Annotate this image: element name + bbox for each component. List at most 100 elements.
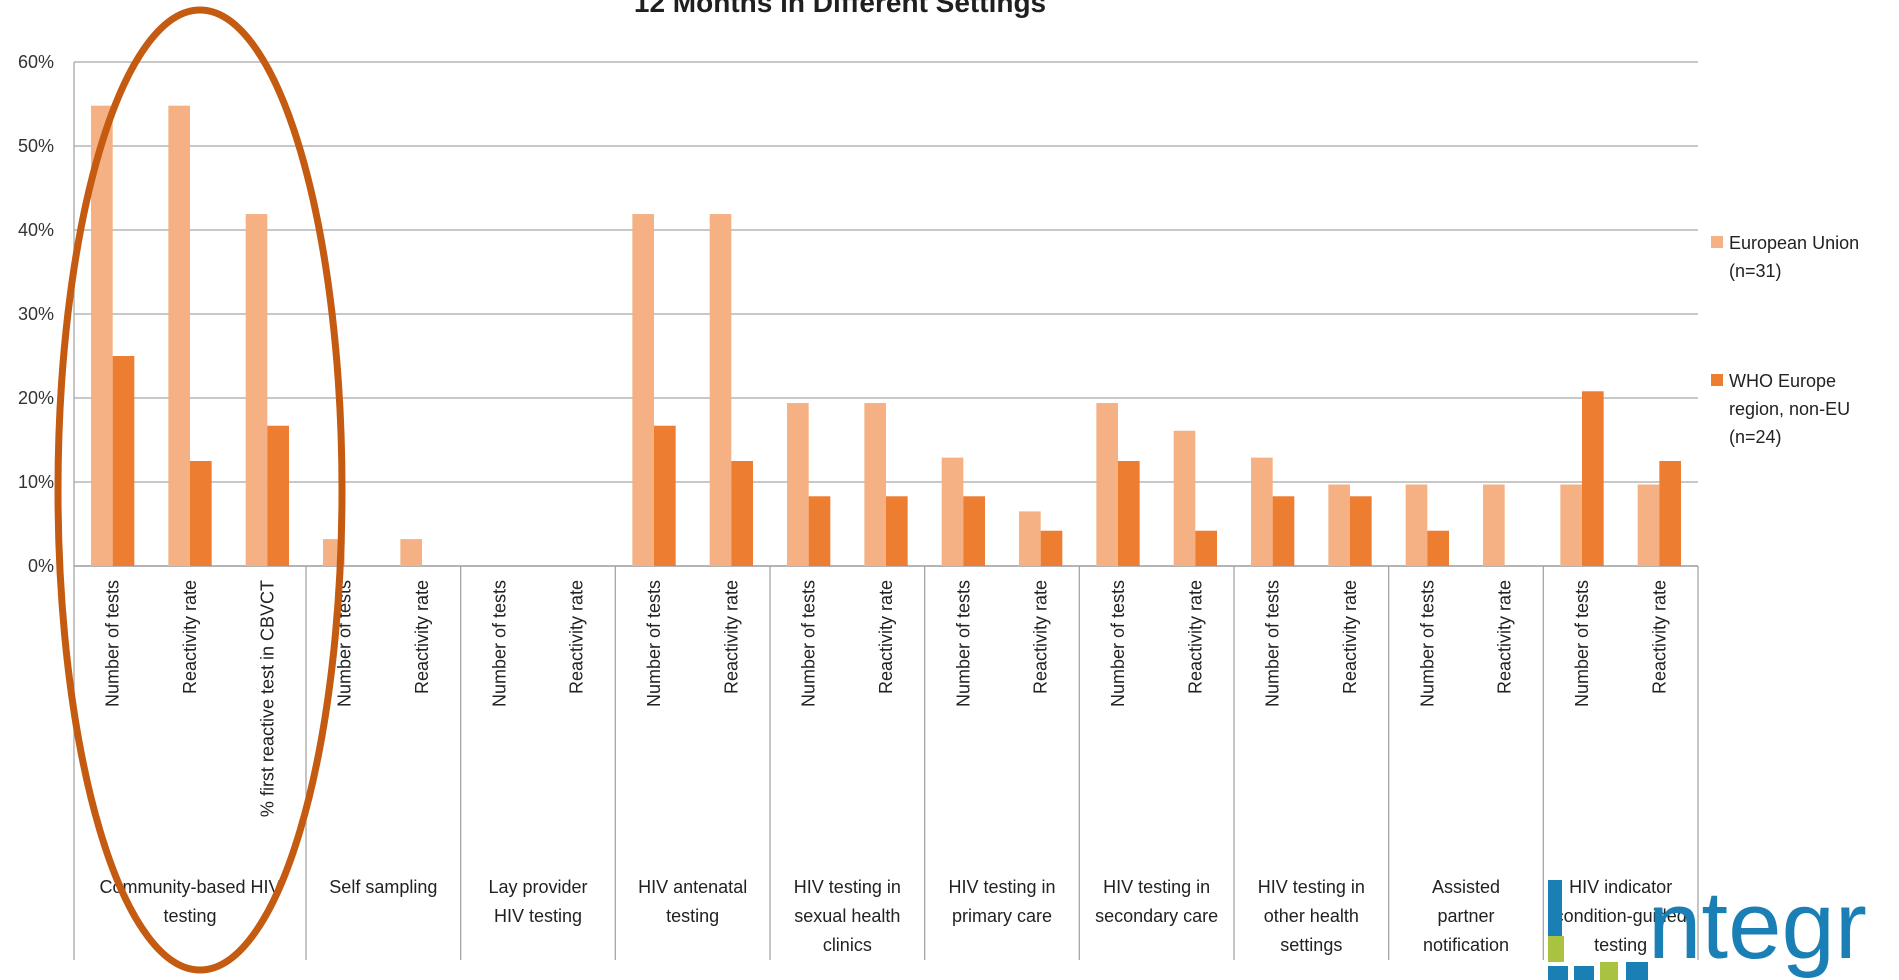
group-label-line: notification [1423,935,1509,955]
chart-title: 12 Months in Different Settings [634,0,1046,18]
category-label: Reactivity rate [1340,580,1360,694]
logo-text: ntegr [1648,872,1867,979]
bar [190,461,212,566]
group-label-line: Self sampling [329,877,437,897]
group-label-line: HIV testing [494,906,582,926]
bar [1582,391,1604,566]
group-label: Assisted partner notification [1423,877,1509,955]
category-label: Reactivity rate [1649,580,1669,694]
bar [1427,530,1449,566]
bar [1637,484,1660,566]
axis-lines [73,62,1699,960]
group-label-line: clinics [823,935,872,955]
logo-block [1600,962,1618,980]
bar [1350,496,1372,566]
group-label-line: HIV testing in [948,877,1055,897]
bar [787,403,809,566]
bar [1659,461,1681,566]
group-label: HIV testing in sexual health clinics [794,877,901,955]
group-label-line: testing [1594,935,1647,955]
group-label: HIV antenatal testing [638,877,747,926]
bar [808,496,831,566]
category-label: Reactivity rate [1185,580,1205,694]
category-label: Reactivity rate [1031,580,1051,694]
bar [245,214,268,567]
legend-label: European Union (n=31) [1729,233,1859,281]
group-label-line: testing [163,906,216,926]
y-tick-label: 60% [18,52,54,72]
bar [1560,484,1582,566]
bar [1096,403,1118,566]
category-label: Number of tests [1108,580,1128,707]
group-label-line: Assisted [1432,877,1500,897]
bar [91,105,113,567]
bar [1173,430,1196,566]
bar [1328,484,1350,566]
bar [1195,530,1217,566]
category-label: Number of tests [489,580,509,707]
bar [864,403,886,566]
group-label-line: settings [1280,935,1342,955]
group-label-line: partner [1437,906,1494,926]
category-label: Number of tests [953,580,973,707]
bar [1405,484,1428,566]
group-label-line: HIV testing in [1103,877,1210,897]
logo-block [1548,966,1568,980]
group-label-line: Lay provider [488,877,587,897]
legend-swatch [1711,236,1723,248]
group-label: Lay provider HIV testing [488,877,587,926]
bar [267,425,289,566]
category-label: Number of tests [799,580,819,707]
category-label: Reactivity rate [721,580,741,694]
logo-block [1626,962,1648,980]
legend-label-line: region, non-EU [1729,399,1850,419]
category-label: Number of tests [644,580,664,707]
bar [1019,511,1041,566]
group-label-line: Community-based HIV [99,877,280,897]
group-label-line: primary care [952,906,1052,926]
group-label-line: HIV antenatal [638,877,747,897]
bar [1040,530,1063,566]
group-label: HIV testing in primary care [948,877,1055,926]
y-tick-label: 40% [18,220,54,240]
group-label: HIV testing in secondary care [1095,877,1218,926]
logo: ntegr [1548,872,1867,980]
category-label: Reactivity rate [876,580,896,694]
category-label: Number of tests [1263,580,1283,707]
legend-swatch [1711,374,1723,386]
category-label: Number of tests [1417,580,1437,707]
bar [941,457,964,566]
y-tick-label: 30% [18,304,54,324]
bar [1272,496,1295,566]
legend-label-line: (n=31) [1729,261,1782,281]
legend-label-line: (n=24) [1729,427,1782,447]
category-label: Reactivity rate [567,580,587,694]
y-axis-ticks: 0% 10% 20% 30% 40% 50% 60% [18,52,54,576]
group-label: Self sampling [329,877,437,897]
y-tick-label: 20% [18,388,54,408]
bars [91,105,1681,567]
bar [654,425,676,566]
y-tick-label: 10% [18,472,54,492]
group-label-line: HIV indicator [1569,877,1672,897]
logo-block [1548,936,1564,962]
bar [731,461,753,566]
highlight-ellipse [54,6,346,974]
group-label-line: HIV testing in [1258,877,1365,897]
group-label: Community-based HIV testing [99,877,280,926]
logo-block [1574,966,1594,980]
bar [1251,457,1273,566]
category-labels: Number of tests Reactivity rate % first re… [103,580,1670,817]
y-tick-label: 50% [18,136,54,156]
bar [963,496,985,566]
group-label-line: other health [1264,906,1359,926]
group-label: HIV testing in other health settings [1258,877,1365,955]
y-tick-label: 0% [28,556,54,576]
bar [1483,484,1505,566]
category-label: Reactivity rate [1495,580,1515,694]
group-label-line: HIV testing in [794,877,901,897]
group-label-line: sexual health [794,906,900,926]
category-label: % first reactive test in CBVCT [257,580,277,817]
bar [632,214,654,567]
